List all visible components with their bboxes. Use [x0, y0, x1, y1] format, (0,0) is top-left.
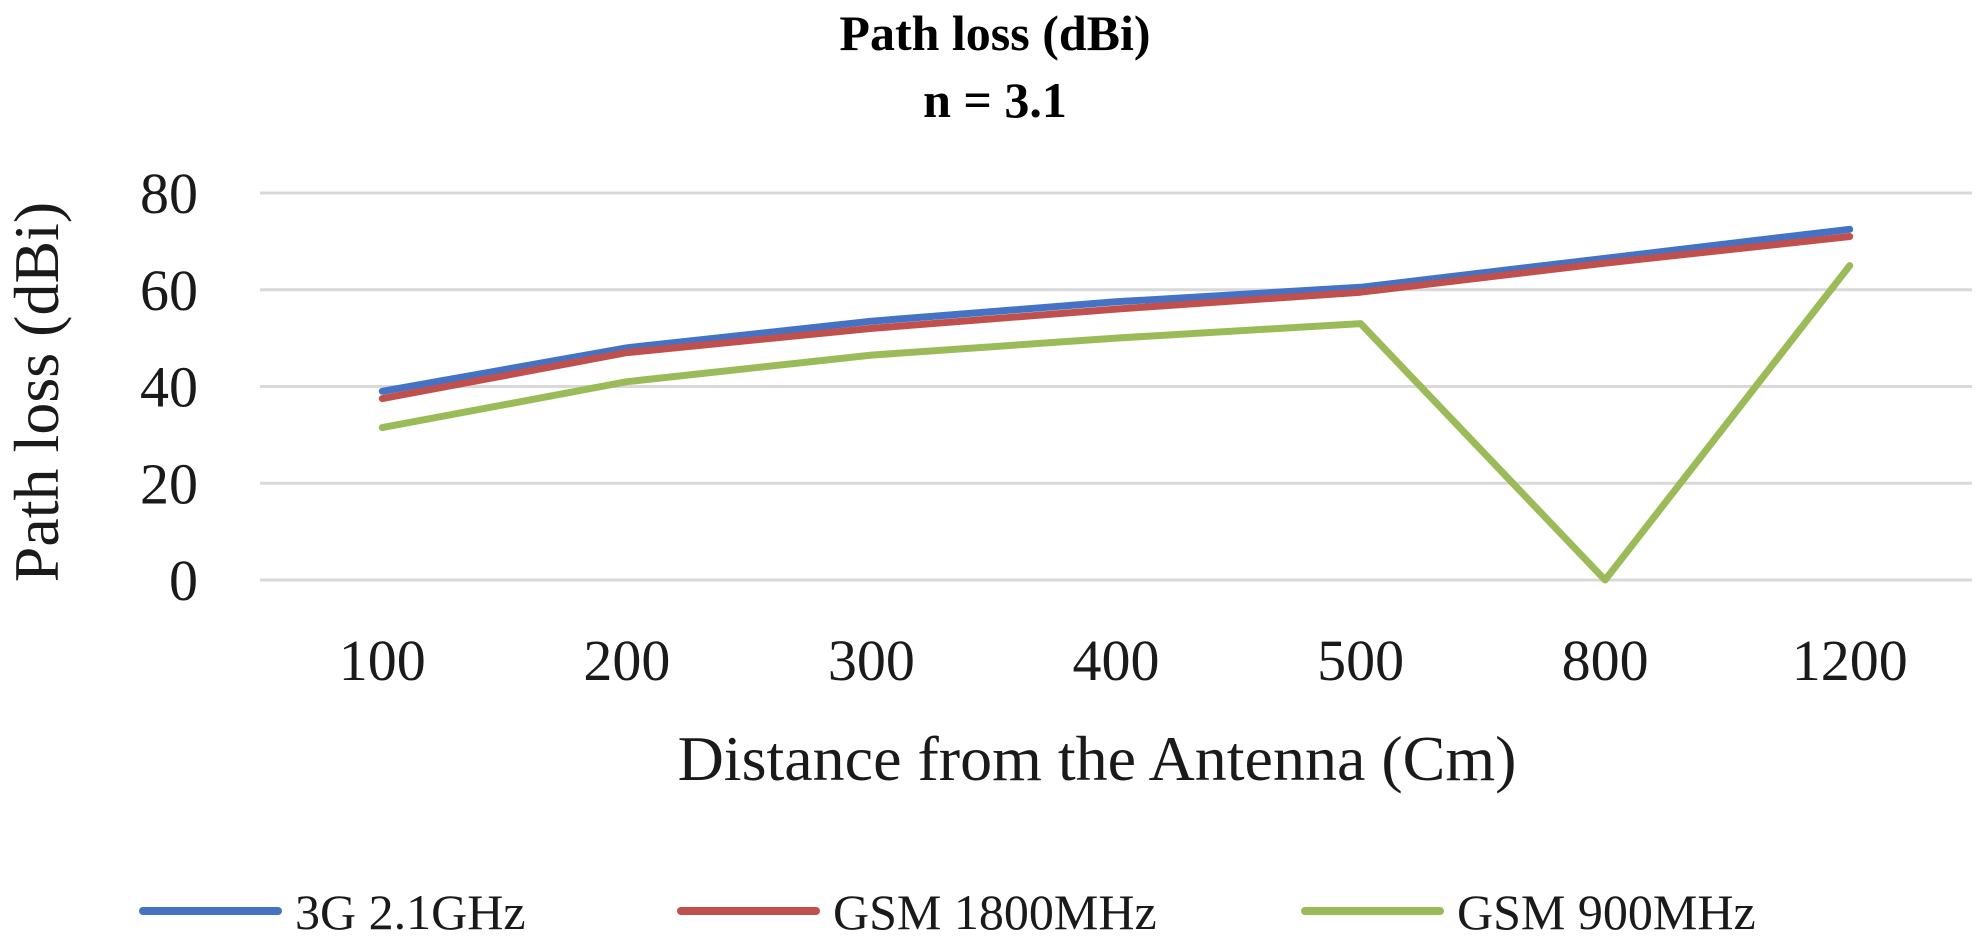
y-tick-label: 20 — [140, 451, 198, 516]
y-tick-label: 80 — [140, 161, 198, 226]
series-line-1 — [378, 233, 1854, 403]
x-tick-label: 300 — [828, 628, 915, 693]
series-line-0 — [378, 225, 1854, 395]
x-tick-label: 400 — [1073, 628, 1160, 693]
y-tick-label: 60 — [140, 258, 198, 323]
legend-item-0: 3G 2.1GHz — [139, 884, 526, 940]
legend-label: GSM 1800MHz — [833, 884, 1157, 940]
x-tick-label: 1200 — [1792, 628, 1908, 693]
gridlines — [260, 191, 1972, 582]
y-tick-label: 40 — [140, 355, 198, 420]
y-tick-label: 0 — [169, 548, 198, 613]
legend-label: 3G 2.1GHz — [295, 884, 526, 940]
x-tick-label: 800 — [1562, 628, 1649, 693]
y-axis-ticks: 0 20 40 60 80 — [140, 161, 198, 613]
chart-title: Path loss (dBi) — [839, 5, 1150, 61]
series-line-2 — [378, 262, 1854, 584]
series-lines — [378, 225, 1854, 584]
x-tick-label: 200 — [583, 628, 670, 693]
legend: 3G 2.1GHz GSM 1800MHz GSM 900MHz — [139, 884, 1756, 940]
legend-item-1: GSM 1800MHz — [677, 884, 1157, 940]
x-tick-label: 500 — [1317, 628, 1404, 693]
legend-item-2: GSM 900MHz — [1301, 884, 1756, 940]
x-axis-title: Distance from the Antenna (Cm) — [678, 723, 1517, 794]
x-tick-label: 100 — [339, 628, 426, 693]
legend-label: GSM 900MHz — [1457, 884, 1756, 940]
x-axis-ticks: 100 200 300 400 500 800 1200 — [339, 628, 1908, 693]
y-axis-title: Path loss (dBi) — [1, 202, 72, 582]
chart-subtitle: n = 3.1 — [923, 72, 1067, 128]
